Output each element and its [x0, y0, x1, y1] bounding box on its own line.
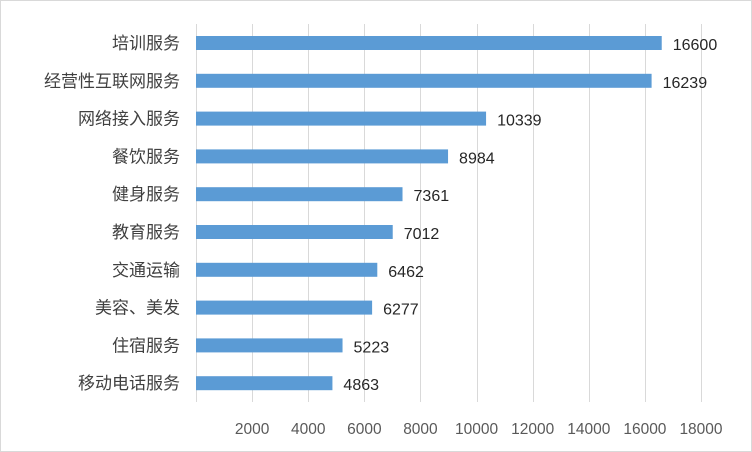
x-tick-label: 12000: [511, 421, 554, 438]
x-tick-label: 10000: [455, 421, 498, 438]
category-label: 住宿服务: [112, 336, 180, 356]
category-label: 健身服务: [112, 185, 180, 205]
category-label: 交通运输: [112, 261, 180, 281]
category-label: 教育服务: [112, 223, 180, 243]
x-tick-label: 16000: [623, 421, 666, 438]
data-label: 4863: [343, 377, 379, 394]
category-label: 美容、美发: [95, 299, 180, 319]
x-tick-label: 6000: [347, 421, 382, 438]
bar: [196, 225, 393, 239]
data-label: 8984: [459, 150, 495, 167]
bar: [196, 338, 343, 353]
category-label: 网络接入服务: [78, 110, 180, 130]
x-tick-label: 18000: [679, 421, 722, 438]
bar: [196, 73, 652, 88]
bar: [196, 262, 378, 277]
bar: [196, 376, 333, 391]
category-label: 餐饮服务: [112, 147, 180, 167]
data-label: 6462: [388, 264, 424, 281]
category-label: 培训服务: [112, 34, 180, 54]
bar: [196, 300, 373, 315]
bar: [196, 187, 403, 202]
bar: [196, 149, 449, 164]
x-tick-label: 2000: [235, 421, 270, 438]
data-label: 7361: [414, 188, 450, 205]
x-tick-label: 4000: [291, 421, 326, 438]
data-label: 5223: [354, 339, 390, 356]
data-label: 16239: [663, 75, 708, 92]
bar: [196, 111, 487, 126]
x-tick-label: 14000: [567, 421, 610, 438]
data-label: 16600: [673, 37, 718, 54]
category-label: 移动电话服务: [78, 374, 180, 394]
x-tick-label: 8000: [403, 421, 438, 438]
category-label: 经营性互联网服务: [44, 72, 180, 92]
data-label: 6277: [383, 302, 419, 319]
bar: [196, 36, 662, 50]
data-label: 10339: [497, 113, 542, 130]
data-label: 7012: [404, 226, 440, 243]
